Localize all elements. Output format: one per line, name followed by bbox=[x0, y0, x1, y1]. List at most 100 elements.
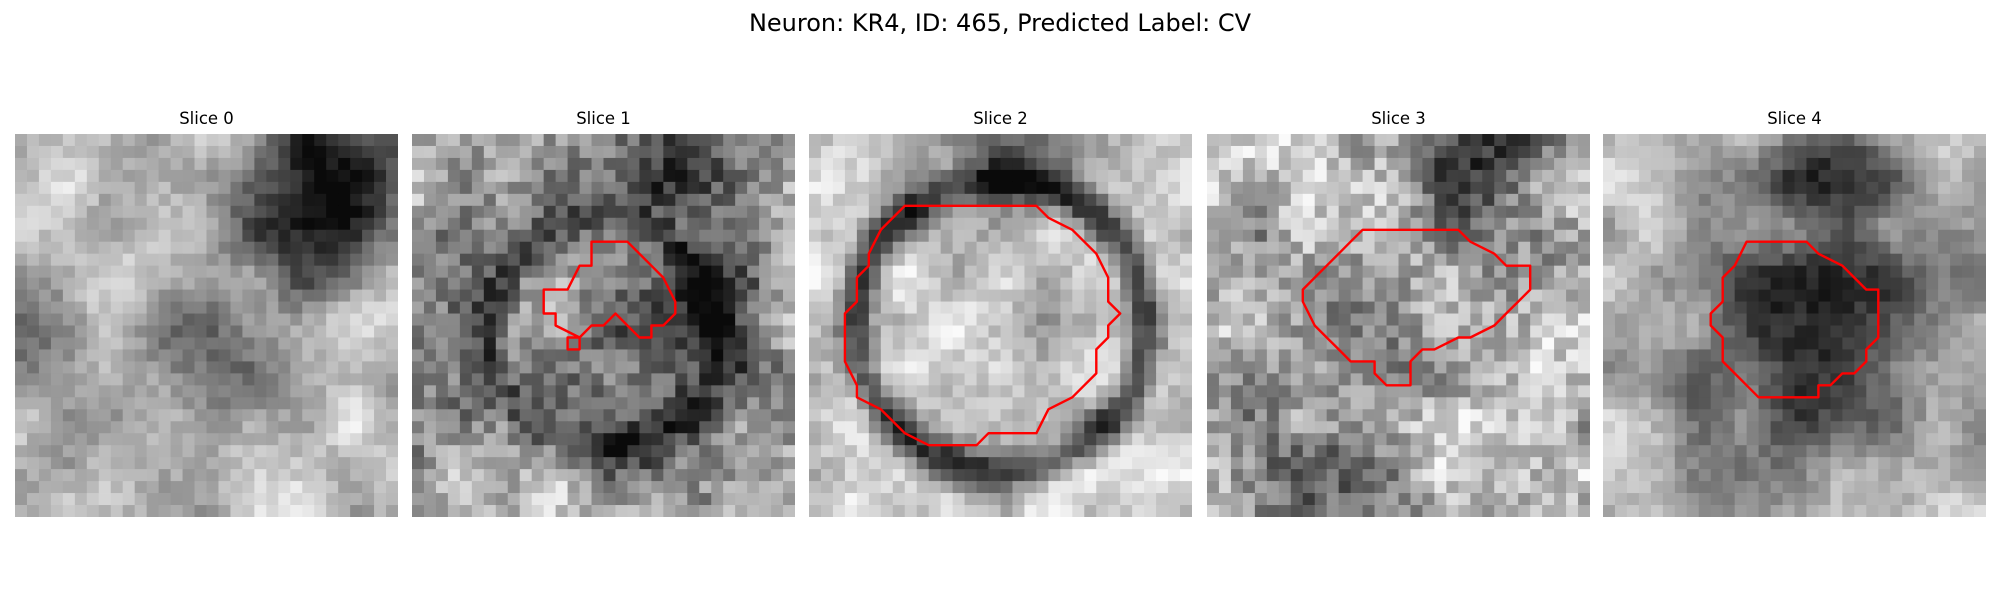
pixel bbox=[1302, 493, 1316, 506]
pixel bbox=[1494, 481, 1507, 494]
pixel bbox=[952, 505, 965, 517]
pixel bbox=[531, 313, 545, 326]
pixel bbox=[735, 421, 748, 434]
pixel bbox=[1974, 385, 1986, 398]
pixel bbox=[615, 421, 628, 434]
pixel bbox=[122, 229, 136, 243]
pixel bbox=[471, 205, 485, 219]
pixel bbox=[326, 481, 339, 494]
pixel bbox=[1072, 181, 1085, 195]
pixel bbox=[1084, 337, 1097, 350]
pixel bbox=[663, 325, 676, 338]
pixel bbox=[771, 349, 784, 362]
pixel bbox=[1446, 445, 1459, 458]
pixel bbox=[1974, 289, 1986, 302]
pixel bbox=[820, 469, 834, 482]
pixel bbox=[1218, 265, 1232, 279]
pixel bbox=[1374, 361, 1387, 374]
pixel bbox=[412, 481, 425, 494]
pixel bbox=[1626, 445, 1640, 458]
pixel bbox=[723, 193, 736, 207]
pixel bbox=[1603, 433, 1616, 446]
pixel bbox=[1482, 409, 1495, 422]
pixel bbox=[314, 409, 327, 422]
pixel bbox=[278, 205, 291, 219]
pixel bbox=[146, 169, 160, 183]
pixel bbox=[759, 493, 772, 506]
pixel bbox=[868, 205, 882, 219]
pixel bbox=[1758, 193, 1771, 207]
pixel bbox=[1386, 289, 1399, 302]
pixel bbox=[483, 205, 497, 219]
pixel bbox=[1494, 241, 1507, 255]
pixel bbox=[182, 277, 195, 290]
pixel bbox=[146, 481, 160, 494]
pixel bbox=[1254, 181, 1268, 195]
pixel bbox=[1530, 361, 1543, 374]
pixel bbox=[1818, 205, 1831, 219]
pixel bbox=[1326, 229, 1340, 243]
pixel bbox=[1482, 397, 1495, 410]
pixel bbox=[1914, 313, 1927, 326]
pixel bbox=[1096, 457, 1109, 470]
pixel bbox=[1386, 134, 1399, 147]
pixel bbox=[507, 289, 521, 302]
pixel bbox=[579, 169, 592, 183]
pixel bbox=[1362, 241, 1375, 255]
pixel bbox=[1000, 253, 1013, 267]
pixel bbox=[1674, 349, 1688, 362]
pixel bbox=[86, 301, 100, 314]
pixel bbox=[567, 469, 580, 482]
pixel bbox=[1530, 241, 1543, 255]
pixel bbox=[1470, 505, 1483, 517]
pixel bbox=[1614, 361, 1628, 374]
pixel bbox=[266, 277, 279, 290]
pixel bbox=[928, 481, 942, 494]
pixel bbox=[856, 193, 870, 207]
pixel bbox=[1446, 373, 1459, 386]
pixel bbox=[1554, 457, 1567, 470]
pixel bbox=[1024, 265, 1037, 279]
pixel bbox=[820, 337, 834, 350]
pixel bbox=[832, 445, 846, 458]
pixel bbox=[362, 457, 375, 470]
pixel bbox=[1470, 385, 1483, 398]
pixel bbox=[591, 265, 604, 279]
pixel bbox=[362, 325, 375, 338]
pixel bbox=[543, 169, 557, 183]
pixel bbox=[1686, 445, 1700, 458]
pixel bbox=[988, 445, 1001, 458]
pixel bbox=[1758, 445, 1771, 458]
pixel bbox=[1614, 277, 1628, 290]
pixel bbox=[1710, 421, 1724, 434]
pixel bbox=[615, 145, 628, 159]
pixel bbox=[1012, 493, 1025, 506]
pixel bbox=[1638, 373, 1652, 386]
pixel bbox=[1302, 253, 1316, 267]
pixel bbox=[374, 145, 387, 159]
pixel bbox=[1230, 505, 1244, 517]
pixel bbox=[1902, 253, 1915, 267]
pixel bbox=[230, 481, 243, 494]
pixel bbox=[1314, 134, 1328, 147]
pixel bbox=[15, 181, 28, 195]
pixel bbox=[15, 145, 28, 159]
pixel bbox=[1530, 253, 1543, 267]
pixel bbox=[603, 157, 616, 171]
pixel bbox=[74, 313, 88, 326]
pixel bbox=[1000, 481, 1013, 494]
pixel bbox=[1326, 397, 1340, 410]
pixel bbox=[1084, 445, 1097, 458]
pixel bbox=[964, 313, 977, 326]
pixel bbox=[1926, 397, 1939, 410]
pixel bbox=[1458, 193, 1471, 207]
pixel bbox=[675, 481, 688, 494]
pixel bbox=[314, 313, 327, 326]
pixel bbox=[483, 229, 497, 243]
pixel bbox=[194, 169, 207, 183]
pixel bbox=[1218, 253, 1232, 267]
pixel bbox=[615, 445, 628, 458]
pixel bbox=[1084, 493, 1097, 506]
pixel bbox=[1072, 289, 1085, 302]
pixel bbox=[603, 193, 616, 207]
